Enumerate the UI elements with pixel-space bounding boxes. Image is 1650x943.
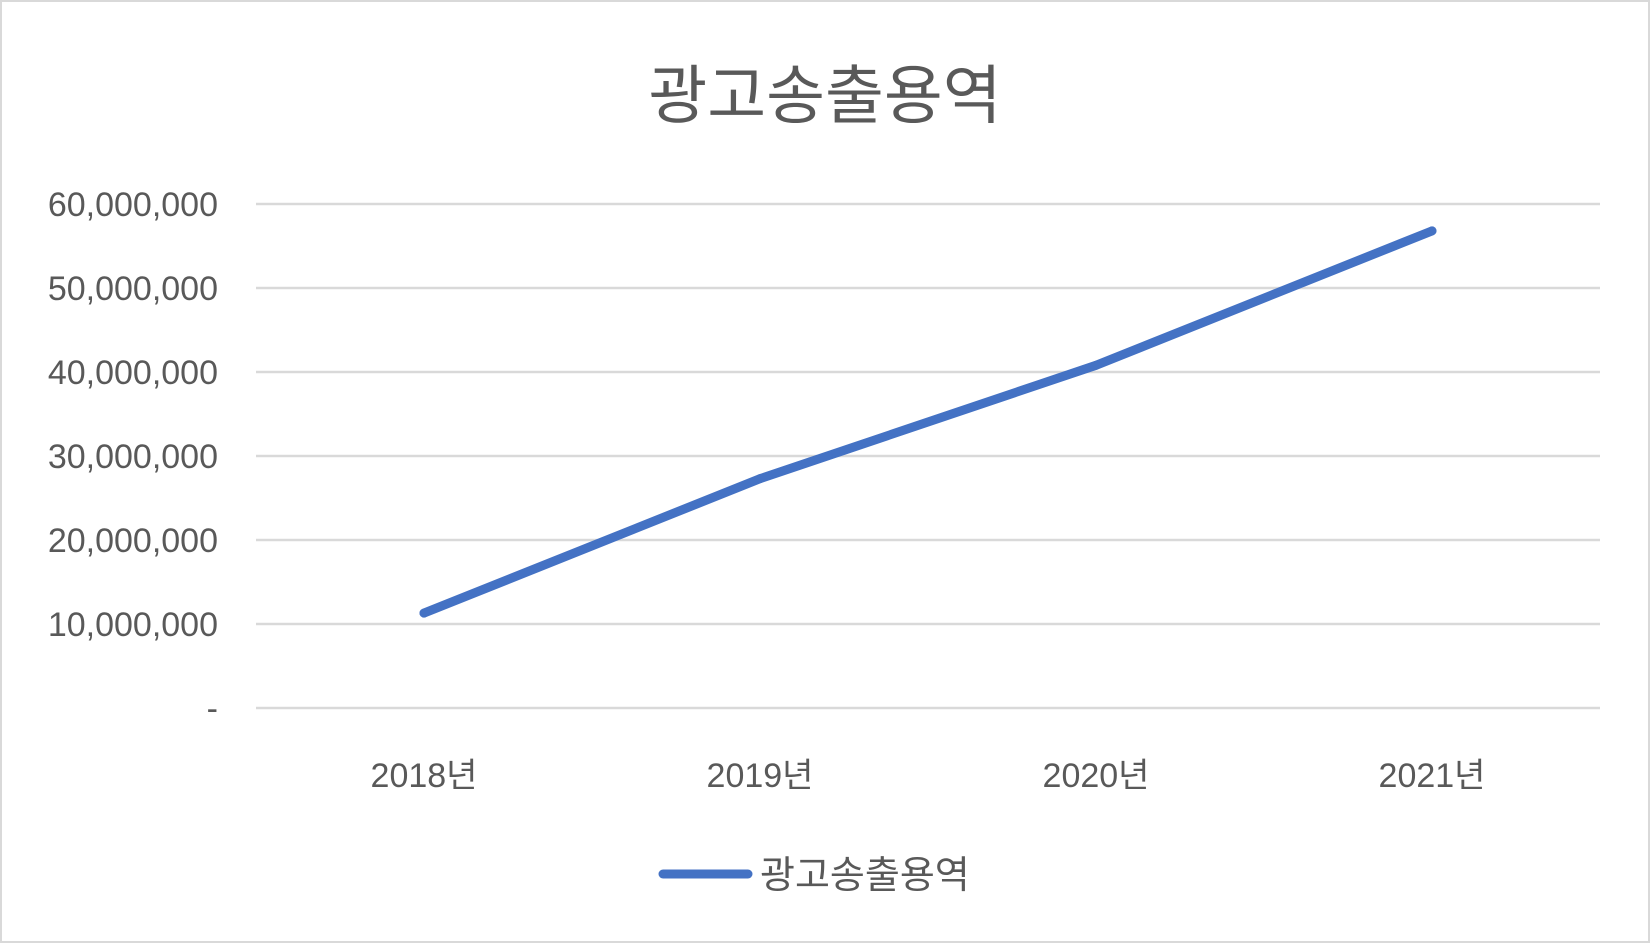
y-tick-label: 20,000,000 — [48, 522, 218, 560]
legend-label: 광고송출용역 — [760, 853, 970, 897]
y-tick-label: - — [207, 690, 218, 728]
y-tick-label: 40,000,000 — [48, 354, 218, 392]
series-layer — [419, 226, 1437, 618]
series-line — [419, 226, 1437, 618]
y-tick-label: 10,000,000 — [48, 606, 218, 644]
data-point — [419, 608, 429, 618]
x-tick-label: 2018년 — [371, 757, 478, 795]
data-point — [1091, 360, 1101, 370]
data-point — [1427, 226, 1437, 236]
x-axis-tick-labels: 2018년 2019년 2020년 2021년 — [371, 757, 1486, 795]
x-tick-label: 2021년 — [1379, 757, 1486, 795]
y-axis-tick-labels: - 10,000,000 20,000,000 30,000,000 40,000,00… — [48, 186, 218, 728]
y-tick-label: 50,000,000 — [48, 270, 218, 308]
legend: 광고송출용역 — [658, 853, 970, 897]
chart-title: 광고송출용역 — [648, 60, 1001, 134]
data-point — [755, 474, 765, 484]
y-tick-label: 60,000,000 — [48, 186, 218, 224]
gridlines — [256, 202, 1600, 710]
x-tick-label: 2020년 — [1043, 757, 1150, 795]
y-tick-label: 30,000,000 — [48, 438, 218, 476]
x-tick-label: 2019년 — [707, 757, 814, 795]
